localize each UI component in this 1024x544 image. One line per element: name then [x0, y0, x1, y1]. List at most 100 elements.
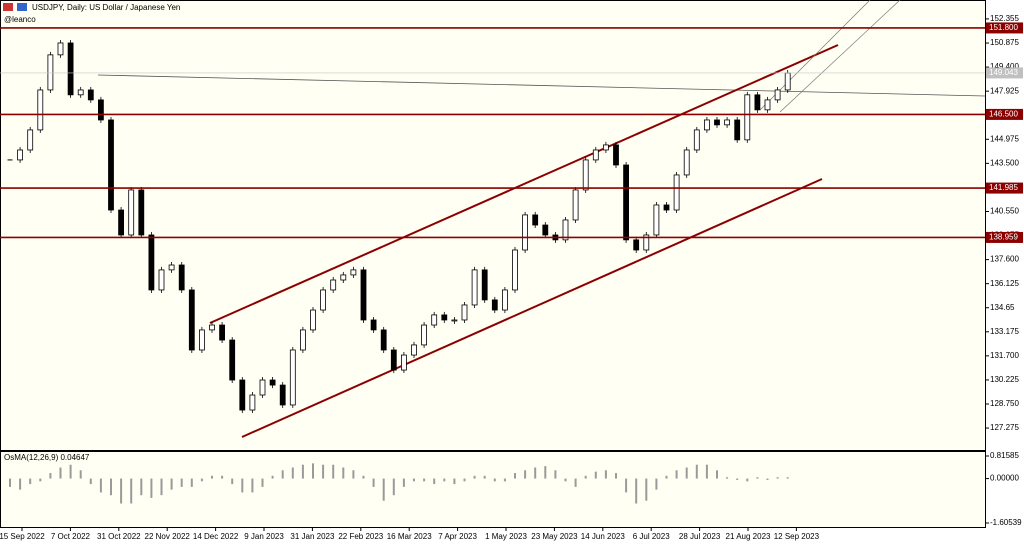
level-label: 151.800 — [989, 23, 1018, 32]
y-tick-label: 149.400 — [990, 62, 1019, 71]
x-tick-label: 7 Apr 2023 — [438, 532, 477, 541]
candle — [67, 42, 74, 96]
candle — [299, 329, 306, 351]
y-tick-label: 147.925 — [990, 86, 1019, 95]
candle — [451, 319, 458, 322]
candle — [370, 319, 377, 331]
osma-bar — [493, 478, 496, 482]
x-tick-label: 28 Jul 2023 — [679, 532, 721, 541]
trend-line — [97, 74, 986, 97]
level-label-box — [986, 22, 1023, 34]
candle — [693, 129, 700, 151]
y-tick-label: 137.600 — [990, 255, 1019, 264]
osma-bar — [241, 478, 244, 493]
osma-bar — [746, 478, 749, 482]
osma-bar — [130, 478, 133, 504]
osma-bar — [524, 470, 527, 479]
osma-bar — [59, 467, 62, 479]
x-tick-label: 31 Jan 2023 — [290, 532, 335, 541]
candle — [77, 89, 84, 96]
y-tick-label: 134.65 — [990, 303, 1015, 312]
osma-bar — [402, 478, 405, 487]
x-tick-label: 16 Mar 2023 — [387, 532, 432, 541]
candle — [239, 379, 246, 411]
candle — [411, 344, 417, 356]
osma-bar — [190, 478, 193, 487]
candle — [47, 54, 54, 91]
candle — [350, 269, 357, 276]
candle — [390, 349, 397, 371]
channel-lower — [241, 178, 823, 438]
y-tick-label: 131.700 — [990, 351, 1019, 360]
candle — [724, 119, 730, 126]
candle — [380, 329, 387, 351]
candle — [481, 269, 488, 301]
osma-bar — [261, 478, 264, 487]
last-price-box — [986, 67, 1023, 79]
candle — [754, 94, 761, 111]
x-tick-label: 31 Oct 2022 — [97, 532, 141, 541]
candle — [633, 239, 640, 251]
osma-bar — [756, 477, 759, 479]
osma-bar — [695, 464, 698, 479]
y-tick-label: 143.500 — [990, 158, 1019, 167]
osma-bar — [716, 470, 718, 479]
osma-bar — [301, 464, 304, 479]
x-tick-label: 22 Nov 2022 — [145, 532, 191, 541]
candle — [118, 209, 124, 236]
osma-bar — [544, 466, 547, 479]
osma-bar — [453, 478, 456, 485]
osma-bar — [514, 473, 516, 479]
candle — [653, 204, 660, 236]
candle — [623, 164, 629, 241]
candle — [522, 214, 528, 251]
candle — [734, 119, 741, 141]
y-tick-label: 0.00000 — [990, 474, 1019, 483]
x-tick-label: 12 Sep 2023 — [774, 532, 820, 541]
candle — [471, 269, 478, 306]
candle — [683, 149, 690, 176]
osma-bar — [251, 478, 254, 493]
candle — [491, 299, 498, 311]
candle — [219, 324, 226, 341]
x-tick-label: 23 May 2023 — [531, 532, 578, 541]
x-tick-label: 15 Sep 2022 — [0, 532, 45, 541]
osma-bar — [705, 464, 708, 479]
x-tick-label: 14 Jun 2023 — [581, 532, 626, 541]
candle — [289, 349, 296, 406]
y-tick-label: 133.175 — [990, 327, 1019, 336]
candle — [704, 119, 710, 131]
level-label: 138.959 — [989, 233, 1018, 242]
candle — [188, 289, 195, 351]
main-panel — [0, 0, 986, 451]
candle — [744, 94, 751, 141]
osma-bar — [564, 478, 567, 482]
candle — [400, 354, 407, 371]
osma-bar — [29, 478, 32, 485]
osma-bar — [160, 478, 163, 496]
osma-bar — [594, 471, 597, 479]
level-label-box — [986, 108, 1023, 120]
candle — [542, 224, 549, 236]
osma-bar — [211, 475, 213, 479]
candle — [249, 394, 256, 411]
osma-bar — [483, 475, 486, 479]
osma-bar — [776, 477, 779, 479]
osma-bar — [655, 478, 658, 490]
osma-bar — [332, 464, 335, 479]
candle — [138, 189, 145, 236]
last-price-label: 149.043 — [989, 68, 1018, 77]
osma-bar — [69, 464, 72, 479]
osma-bar — [766, 478, 769, 480]
osma-title: OsMA(12,26,9) 0.04647 — [4, 453, 90, 462]
candle — [27, 129, 34, 151]
osma-bar — [534, 467, 537, 479]
candle — [421, 324, 428, 346]
osma-bar — [200, 478, 203, 482]
osma-bar — [423, 478, 426, 482]
candle — [209, 324, 215, 331]
osma-bar — [221, 475, 224, 479]
fan-line — [779, 0, 901, 113]
osma-bar — [271, 475, 274, 479]
osma-bar — [110, 478, 112, 496]
